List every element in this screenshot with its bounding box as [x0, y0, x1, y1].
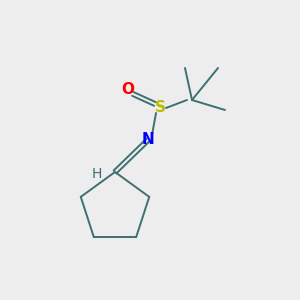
Text: H: H	[92, 167, 102, 181]
Text: O: O	[122, 82, 134, 98]
Text: N: N	[142, 133, 154, 148]
Text: S: S	[154, 100, 166, 116]
